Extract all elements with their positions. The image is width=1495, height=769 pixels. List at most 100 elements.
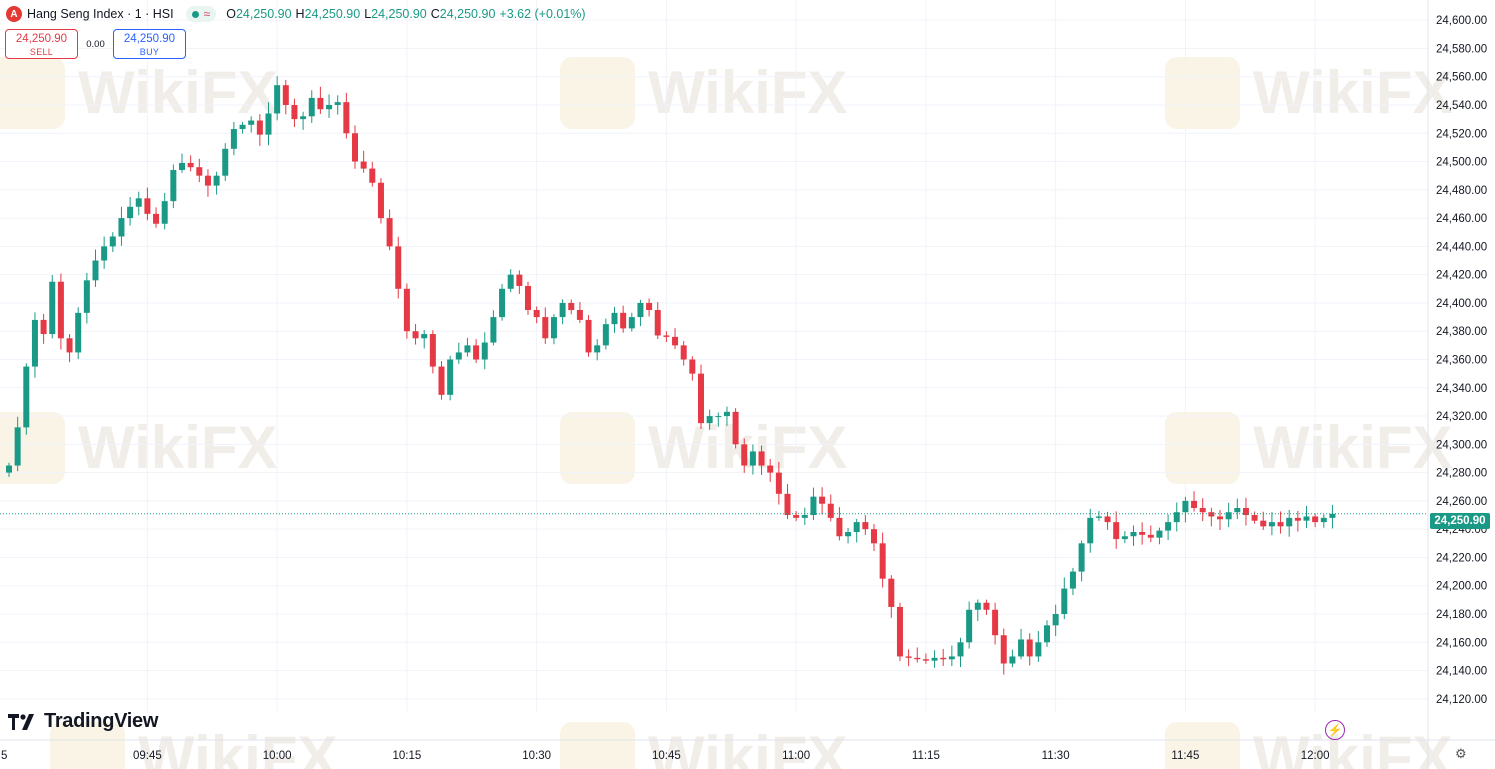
candle-body[interactable] — [377, 182, 384, 219]
buy-button[interactable]: 24,250.90 BUY — [113, 29, 186, 59]
candle-body[interactable] — [1095, 516, 1102, 518]
candle-body[interactable] — [533, 310, 540, 318]
candle-body[interactable] — [723, 411, 730, 417]
sell-button[interactable]: 24,250.90 SELL — [5, 29, 78, 59]
gear-icon[interactable]: ⚙ — [1455, 746, 1467, 761]
candles[interactable] — [6, 76, 1336, 675]
candle-body[interactable] — [1294, 517, 1301, 521]
candle-body[interactable] — [871, 529, 877, 544]
candle-body[interactable] — [118, 218, 125, 237]
candle-body[interactable] — [507, 274, 514, 289]
candle-body[interactable] — [576, 310, 583, 320]
candle-body[interactable] — [516, 274, 523, 286]
candle-body[interactable] — [758, 451, 765, 466]
candle-body[interactable] — [1225, 512, 1232, 520]
candle-body[interactable] — [1251, 515, 1258, 521]
candle-body[interactable] — [395, 246, 402, 289]
candle-body[interactable] — [1156, 530, 1163, 538]
candle-body[interactable] — [940, 657, 947, 660]
candle-body[interactable] — [1069, 571, 1076, 589]
candle-body[interactable] — [213, 175, 220, 186]
candle-body[interactable] — [680, 345, 687, 360]
candle-body[interactable] — [75, 312, 82, 353]
candle-body[interactable] — [282, 85, 289, 105]
candle-body[interactable] — [957, 642, 964, 657]
candle-body[interactable] — [334, 102, 341, 105]
candle-body[interactable] — [317, 97, 324, 110]
candle-body[interactable] — [1268, 522, 1275, 527]
candle-body[interactable] — [1208, 512, 1215, 517]
candle-body[interactable] — [1242, 507, 1249, 516]
candle-body[interactable] — [1130, 532, 1137, 537]
candle-body[interactable] — [749, 451, 756, 466]
candle-body[interactable] — [352, 133, 358, 162]
candle-body[interactable] — [1018, 639, 1025, 657]
candle-body[interactable] — [204, 175, 211, 186]
candle-body[interactable] — [179, 162, 185, 171]
candle-body[interactable] — [196, 167, 203, 176]
candle-body[interactable] — [14, 427, 21, 466]
candle-body[interactable] — [1139, 532, 1146, 535]
candle-body[interactable] — [992, 609, 999, 636]
candle-body[interactable] — [1052, 614, 1059, 626]
candle-body[interactable] — [412, 331, 419, 339]
candle-body[interactable] — [741, 444, 748, 466]
candle-body[interactable] — [57, 281, 64, 339]
candle-body[interactable] — [853, 522, 860, 533]
candle-body[interactable] — [1087, 517, 1094, 544]
candle-body[interactable] — [1182, 500, 1189, 513]
candle-body[interactable] — [1260, 520, 1267, 527]
candle-body[interactable] — [663, 335, 670, 337]
candle-body[interactable] — [922, 659, 929, 661]
candle-body[interactable] — [594, 345, 601, 353]
candle-body[interactable] — [1104, 516, 1111, 523]
candle-body[interactable] — [499, 288, 506, 318]
candle-body[interactable] — [1173, 512, 1180, 523]
candle-body[interactable] — [525, 285, 531, 311]
candle-body[interactable] — [1303, 516, 1310, 521]
candle-body[interactable] — [542, 317, 549, 339]
candle-body[interactable] — [974, 602, 981, 610]
candle-body[interactable] — [144, 198, 151, 214]
candle-body[interactable] — [732, 411, 739, 445]
candle-body[interactable] — [421, 334, 428, 339]
candle-body[interactable] — [896, 606, 903, 657]
candle-body[interactable] — [767, 465, 774, 473]
candle-body[interactable] — [222, 148, 229, 176]
candle-body[interactable] — [784, 493, 791, 516]
candle-body[interactable] — [481, 342, 488, 360]
candle-body[interactable] — [127, 206, 134, 219]
candle-body[interactable] — [637, 302, 644, 318]
lightning-icon[interactable]: ⚡ — [1325, 720, 1345, 740]
candle-body[interactable] — [775, 472, 782, 494]
candle-body[interactable] — [931, 657, 938, 661]
candle-body[interactable] — [845, 532, 852, 537]
candle-body[interactable] — [490, 317, 497, 343]
candle-body[interactable] — [248, 120, 255, 125]
candle-body[interactable] — [914, 657, 921, 660]
candle-body[interactable] — [689, 359, 696, 374]
candle-body[interactable] — [1199, 507, 1206, 513]
candle-body[interactable] — [810, 496, 817, 516]
candle-body[interactable] — [403, 288, 410, 332]
candle-body[interactable] — [983, 602, 990, 610]
time-axis[interactable]: 5 09:45 10:00 10:15 10:30 10:45 11:00 11:15 11:3… — [0, 739, 1495, 762]
candle-body[interactable] — [966, 609, 973, 643]
candle-body[interactable] — [1277, 522, 1284, 527]
candle-body[interactable] — [888, 578, 895, 607]
candle-body[interactable] — [1113, 522, 1120, 540]
candle-body[interactable] — [715, 416, 722, 418]
candle-body[interactable] — [1234, 507, 1241, 513]
candle-body[interactable] — [230, 129, 237, 149]
candle-body[interactable] — [628, 317, 635, 329]
candle-body[interactable] — [464, 345, 471, 353]
candle-body[interactable] — [153, 213, 160, 224]
candle-body[interactable] — [568, 302, 575, 311]
candle-body[interactable] — [187, 162, 194, 168]
candle-body[interactable] — [602, 324, 609, 346]
candle-body[interactable] — [905, 656, 912, 658]
market-status-indicator[interactable]: ≈ — [185, 6, 217, 22]
candle-body[interactable] — [161, 201, 168, 224]
candle-body[interactable] — [1044, 625, 1050, 643]
